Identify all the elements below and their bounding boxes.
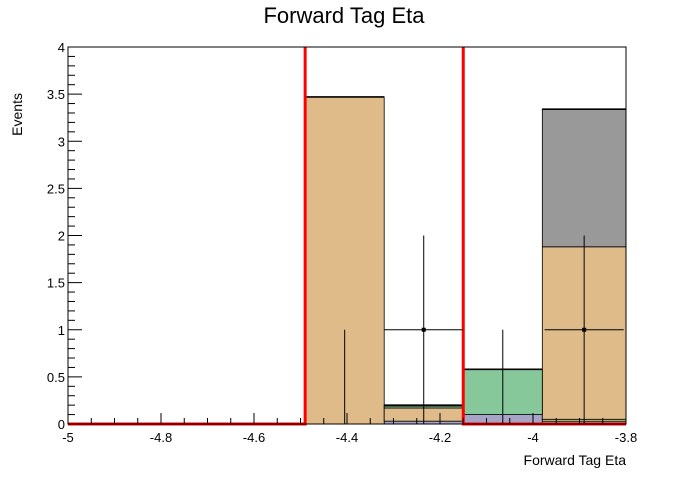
y-tick-label-0: 0	[58, 417, 65, 432]
y-tick-label-6: 3	[58, 134, 65, 149]
data-marker-1	[421, 327, 426, 332]
data-marker-3	[582, 327, 587, 332]
x-axis-label: Forward Tag Eta	[524, 452, 627, 468]
chart-title: Forward Tag Eta	[263, 3, 425, 28]
x-tick-label-4: -4.2	[429, 430, 451, 445]
y-tick-label-7: 3.5	[47, 87, 65, 102]
y-tick-label-3: 1.5	[47, 276, 65, 291]
data-points	[344, 235, 624, 424]
y-axis: 0 0.5 1 1.5 2 2.5 3 3.5 4	[47, 40, 82, 432]
x-tick-label-5: -4	[527, 430, 539, 445]
x-axis: -5 -4.8 -4.6 -4.4 -4.2 -4 -3.8	[62, 413, 637, 445]
y-tick-label-1: 0.5	[47, 370, 65, 385]
y-tick-label-5: 2.5	[47, 181, 65, 196]
stack-bar-4-bin-4	[541, 108, 627, 248]
x-tick-label-3: -4.4	[336, 430, 358, 445]
x-tick-label-1: -4.8	[150, 430, 172, 445]
y-tick-label-2: 1	[58, 323, 65, 338]
y-tick-label-4: 2	[58, 229, 65, 244]
y-axis-label: Events	[9, 93, 25, 136]
x-tick-label-2: -4.6	[243, 430, 265, 445]
x-tick-label-0: -5	[62, 430, 74, 445]
y-tick-label-8: 4	[58, 40, 65, 55]
stacked-background	[304, 96, 627, 425]
x-tick-label-6: -3.8	[615, 430, 637, 445]
